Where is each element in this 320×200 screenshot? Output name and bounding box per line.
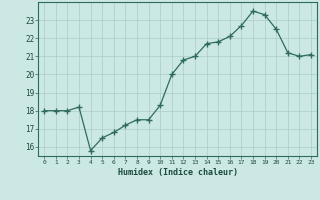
X-axis label: Humidex (Indice chaleur): Humidex (Indice chaleur) — [118, 168, 238, 177]
